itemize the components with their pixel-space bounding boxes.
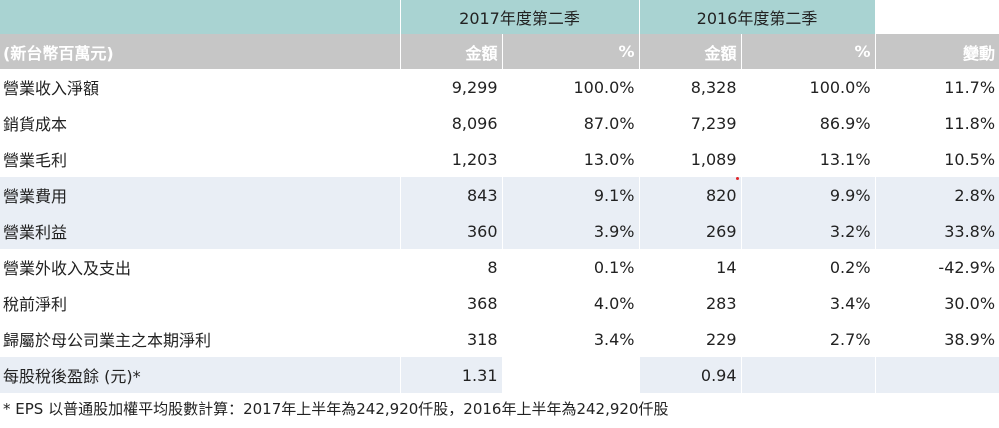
table-row: 營業費用 843 9.1% 820 9.9% 2.8% [0, 177, 999, 213]
row-label: 營業費用 [0, 177, 400, 213]
pct-2016: 2.7% [740, 321, 876, 357]
pct-2016: 9.9% [740, 177, 876, 213]
unit-label: (新台幣百萬元) [0, 34, 400, 69]
row-label: 營業外收入及支出 [3, 259, 132, 278]
period-header-2017: 2017年度第二季 [399, 0, 640, 34]
amount-2017: 368 [399, 285, 502, 321]
amount-2016: 269 [638, 213, 742, 249]
change-value: 10.5% [874, 141, 999, 177]
table-row: 稅前淨利 368 4.0% 283 3.4% 30.0% [0, 285, 999, 321]
col-amount-2016: 金額 [638, 34, 742, 69]
change-value: -42.9% [874, 249, 999, 285]
table-row: 營業毛利 1,203 13.0% 1,089 13.1% 10.5% [0, 141, 999, 177]
pct-2017: 87.0% [501, 105, 640, 141]
pct-2017: 0.1% [501, 249, 640, 285]
change-value: 38.9% [874, 321, 999, 357]
col-amount-2017: 金額 [399, 34, 502, 69]
column-header-row: (新台幣百萬元) 金額 % 金額 % 變動 [0, 34, 999, 69]
pct-2016: 3.4% [740, 285, 876, 321]
pct-2016: 86.9% [740, 105, 876, 141]
red-marker-dot [736, 177, 739, 180]
table-row: 營業外收入及支出 8 0.1% 14 0.2% -42.9% [0, 249, 999, 285]
row-label: 營業利益 [0, 213, 400, 249]
table-row: 歸屬於母公司業主之本期淨利 318 3.4% 229 2.7% 38.9% [0, 321, 999, 357]
amount-2016: 229 [638, 321, 742, 357]
row-label: 每股稅後盈餘 (元)* [0, 357, 400, 393]
change-value: 33.8% [874, 213, 999, 249]
amount-2016: 820 [638, 177, 742, 213]
pct-2016: 13.1% [740, 141, 876, 177]
row-label: 營業毛利 [3, 151, 68, 170]
col-pct-2017: % [501, 34, 640, 69]
table-row: 營業利益 360 3.9% 269 3.2% 33.8% [0, 213, 999, 249]
amount-2017: 360 [399, 213, 502, 249]
table-row-eps: 每股稅後盈餘 (元)* 1.31 0.94 [0, 357, 999, 393]
pct-2017 [501, 357, 640, 393]
change-value: 30.0% [874, 285, 999, 321]
period-header-row: 2017年度第二季 2016年度第二季 [0, 0, 999, 34]
change-value: 11.7% [874, 69, 999, 105]
pct-2016: 100.0% [740, 69, 876, 105]
eps-footnote: * EPS 以普通股加權平均股數計算：2017年上半年為242,920仟股，20… [3, 400, 669, 418]
amount-2017: 843 [399, 177, 502, 213]
amount-2017: 8,096 [399, 105, 502, 141]
change-value: 11.8% [874, 105, 999, 141]
pct-2016: 3.2% [740, 213, 876, 249]
col-change: 變動 [874, 34, 999, 69]
amount-2016: 1,089 [638, 141, 742, 177]
amount-2017: 1.31 [399, 357, 502, 393]
income-statement-table: 2017年度第二季 2016年度第二季 (新台幣百萬元) 金額 % 金額 % 變… [0, 0, 999, 393]
pct-2017: 3.4% [501, 321, 640, 357]
amount-2017: 9,299 [399, 69, 502, 105]
amount-2016: 14 [638, 249, 742, 285]
pct-2017: 4.0% [501, 285, 640, 321]
row-label: 歸屬於母公司業主之本期淨利 [3, 331, 212, 350]
change-value: 2.8% [874, 177, 999, 213]
col-pct-2016: % [740, 34, 876, 69]
row-label: 營業收入淨額 [3, 79, 100, 98]
table-row: 營業收入淨額 9,299 100.0% 8,328 100.0% 11.7% [0, 69, 999, 105]
pct-2016: 0.2% [740, 249, 876, 285]
amount-2017: 318 [399, 321, 502, 357]
header-blank [874, 0, 999, 34]
pct-2017: 100.0% [501, 69, 640, 105]
row-label: 銷貨成本 [3, 115, 68, 134]
amount-2017: 1,203 [399, 141, 502, 177]
pct-2017: 13.0% [501, 141, 640, 177]
pct-2016 [740, 357, 876, 393]
change-value [874, 357, 999, 393]
period-header-2016: 2016年度第二季 [638, 0, 876, 34]
row-label: 稅前淨利 [3, 295, 68, 314]
amount-2016: 7,239 [638, 105, 742, 141]
amount-2016: 283 [638, 285, 742, 321]
amount-2017: 8 [399, 249, 502, 285]
amount-2016: 8,328 [638, 69, 742, 105]
pct-2017: 3.9% [501, 213, 640, 249]
table-row: 銷貨成本 8,096 87.0% 7,239 86.9% 11.8% [0, 105, 999, 141]
amount-2016: 0.94 [638, 357, 742, 393]
pct-2017: 9.1% [501, 177, 640, 213]
header-spacer [0, 0, 400, 34]
